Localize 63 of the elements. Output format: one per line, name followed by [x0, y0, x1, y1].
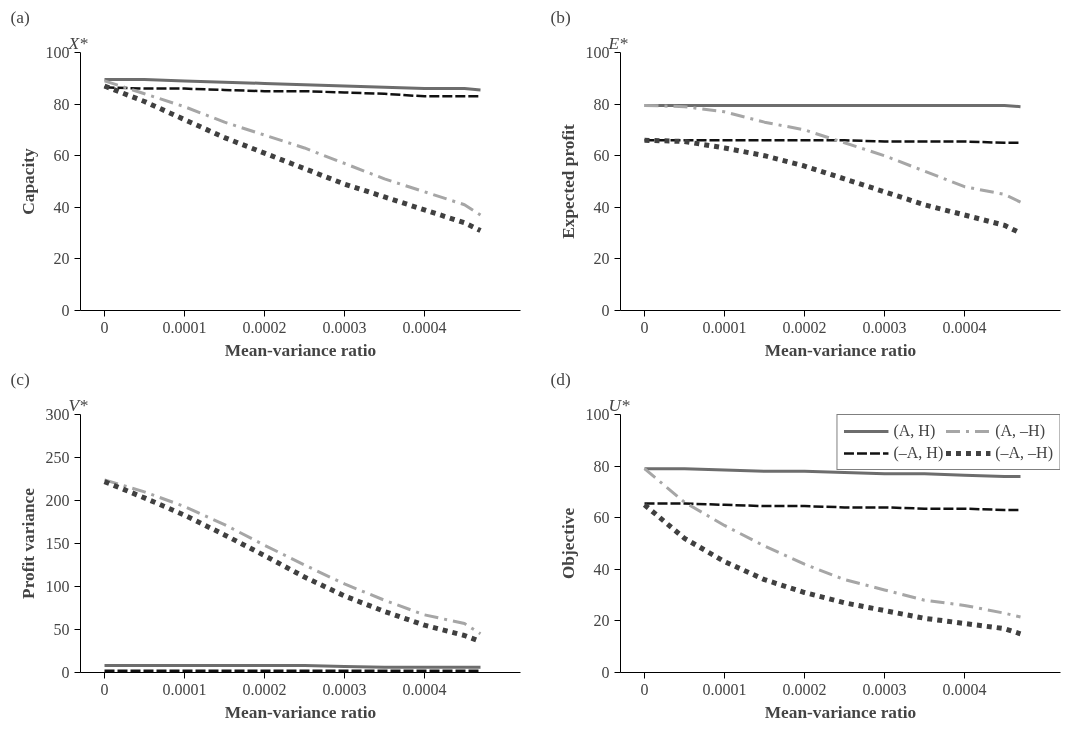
y-axis-title: Profit variance	[18, 487, 38, 599]
y-tick-label: 80	[593, 457, 610, 475]
y-tick-label: 60	[593, 147, 610, 165]
y-tick-label: 50	[53, 621, 70, 638]
legend-label: (–A, H)	[893, 444, 944, 462]
x-tick-label: 0	[100, 318, 109, 336]
y-tick-label: 100	[45, 578, 70, 595]
y-tick-label: 300	[45, 406, 70, 423]
y-tick-label: 150	[45, 535, 70, 552]
y-tick-label: 80	[593, 95, 610, 113]
x-axis-title: Mean-variance ratio	[224, 702, 377, 722]
chart-title: (c)	[10, 369, 30, 389]
y-tick-label: 0	[601, 664, 610, 681]
x-axis-title: Mean-variance ratio	[764, 340, 917, 360]
y-tick-label: 20	[593, 250, 610, 268]
chart-title: (a)	[10, 7, 30, 27]
y-axis-title: Capacity	[18, 147, 38, 215]
x-tick-label: 0	[100, 680, 109, 698]
y-axis-title: Objective	[558, 507, 578, 580]
legend-label: (A, –H)	[995, 422, 1045, 440]
y-tick-label: 100	[45, 44, 70, 61]
y-tick-label: 60	[53, 147, 70, 165]
x-tick-label: 0.0004	[942, 318, 987, 336]
y-tick-label: 80	[53, 95, 70, 113]
x-tick-label: 0.0002	[782, 318, 827, 336]
legend-label: (A, H)	[893, 422, 936, 440]
x-tick-label: 0.0001	[702, 680, 747, 698]
y-axis-title: Expected profit	[558, 123, 578, 239]
chart-title: (d)	[550, 369, 571, 389]
x-tick-label: 0.0002	[782, 680, 827, 698]
x-tick-label: 0.0003	[862, 318, 907, 336]
y-tick-label: 0	[61, 302, 70, 319]
y-tick-label: 60	[593, 509, 610, 527]
x-axis-title: Mean-variance ratio	[224, 340, 377, 360]
x-tick-label: 0.0002	[242, 318, 287, 336]
y-tick-label: 200	[45, 492, 70, 509]
x-tick-label: 0.0004	[402, 680, 447, 698]
x-tick-label: 0.0003	[322, 318, 367, 336]
x-axis-title: Mean-variance ratio	[764, 702, 917, 722]
y-tick-label: 0	[61, 664, 70, 681]
legend-label: (–A, –H)	[995, 444, 1053, 462]
y-tick-label: 100	[585, 406, 610, 423]
x-tick-label: 0.0004	[942, 680, 987, 698]
y-tick-label: 40	[593, 198, 610, 216]
x-tick-label: 0.0001	[702, 318, 747, 336]
y-tick-label: 40	[593, 560, 610, 578]
text: U*	[608, 395, 631, 415]
y-tick-label: 40	[53, 198, 70, 216]
x-tick-label: 0.0003	[322, 680, 367, 698]
y-tick-label: 250	[45, 449, 70, 466]
y-tick-label: 0	[601, 302, 610, 319]
x-tick-label: 0.0004	[402, 318, 447, 336]
chart-title: (b)	[550, 7, 571, 27]
x-tick-label: 0.0002	[242, 680, 287, 698]
y-tick-label: 20	[593, 612, 610, 630]
x-tick-label: 0.0003	[862, 680, 907, 698]
x-tick-label: 0	[640, 318, 649, 336]
y-tick-label: 20	[53, 250, 70, 268]
annotation: V*	[68, 395, 89, 415]
x-tick-label: 0	[640, 680, 649, 698]
y-tick-label: 100	[585, 44, 610, 61]
x-tick-label: 0.0001	[162, 680, 207, 698]
x-tick-label: 0.0001	[162, 318, 207, 336]
